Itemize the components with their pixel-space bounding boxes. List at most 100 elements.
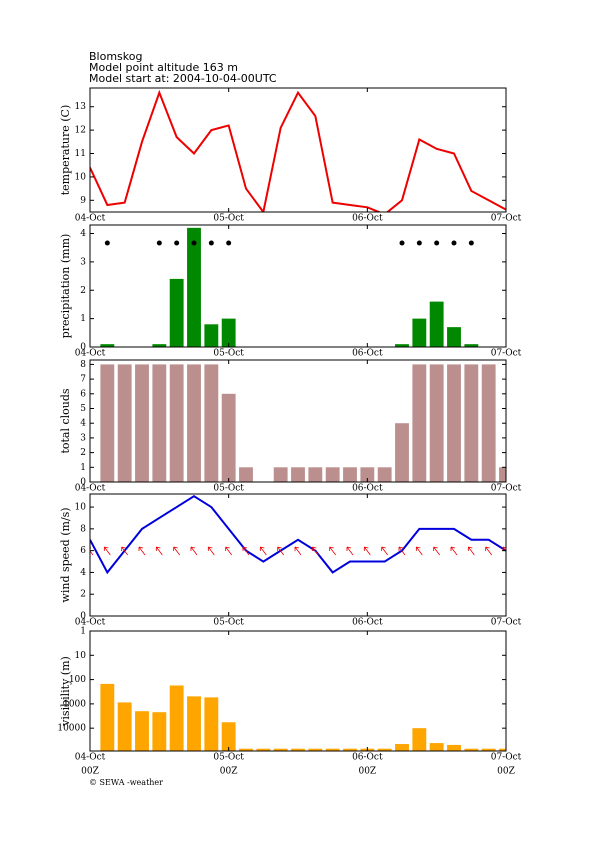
wind-arrow — [329, 546, 336, 556]
bar — [464, 748, 479, 751]
wind-arrow — [190, 546, 198, 556]
x-tick-label: 06-Oct — [352, 618, 383, 628]
wind-arrow — [207, 546, 215, 556]
bar — [152, 364, 167, 482]
y-axis-label: visibility (m) — [59, 656, 72, 727]
y-tick-label: 10 — [75, 172, 87, 182]
weather-symbol — [434, 240, 440, 246]
wind-arrow — [398, 546, 406, 556]
y-tick-label: 2 — [80, 590, 86, 600]
weather-symbol — [156, 240, 162, 246]
wind-arrow — [121, 546, 128, 556]
x-tick-sublabel: 00Z — [81, 767, 99, 777]
y-axis-label: precipitation (mm) — [59, 234, 72, 339]
y-tick-label: 4 — [80, 419, 86, 429]
plot-area — [100, 227, 479, 347]
wind-arrow — [415, 546, 423, 556]
bar — [117, 702, 132, 751]
y-tick-label: 2 — [80, 286, 86, 296]
wind-arrow — [433, 546, 440, 556]
x-tick-label: 06-Oct — [352, 484, 383, 494]
y-tick-label: 1000 — [63, 699, 86, 709]
y-tick-label: 4 — [80, 568, 86, 578]
wind-arrow — [381, 546, 388, 556]
bar — [239, 748, 253, 751]
plot-frame — [89, 630, 507, 752]
wind-arrow — [259, 546, 267, 556]
station-name: Blomskog — [89, 50, 142, 63]
wind-arrow — [225, 546, 232, 556]
bar — [429, 301, 444, 347]
x-tick-label: 04-Oct — [75, 618, 106, 628]
bar — [343, 467, 357, 482]
y-axis-label: wind speed (m/s) — [59, 507, 72, 602]
bar — [221, 393, 236, 482]
footer: © SEWA -weather — [89, 778, 163, 787]
plot-area — [100, 683, 506, 751]
plot-frame — [89, 493, 507, 617]
x-tick-label: 05-Oct — [213, 618, 244, 628]
bar — [325, 748, 340, 751]
bar — [204, 324, 219, 347]
bar — [135, 364, 149, 482]
x-tick-label: 06-Oct — [352, 349, 383, 359]
y-tick-label: 0 — [80, 612, 86, 622]
weather-symbol — [451, 240, 457, 246]
bar — [221, 318, 236, 347]
bar — [308, 467, 323, 482]
y-tick-label: 11 — [75, 149, 86, 159]
wind-arrow — [242, 546, 250, 556]
bar — [447, 364, 461, 482]
model-start: Model start at: 2004-10-04-00UTC — [89, 72, 277, 85]
y-tick-label: 0 — [80, 343, 86, 353]
bar — [187, 696, 201, 751]
y-tick-label: 3 — [80, 433, 86, 443]
bar — [204, 364, 219, 482]
plot-area — [100, 364, 506, 482]
bar — [187, 227, 201, 347]
x-tick-label: 04-Oct — [75, 753, 106, 763]
x-tick-label: 07-Oct — [491, 214, 522, 224]
weather-symbol — [399, 240, 405, 246]
bar — [291, 748, 305, 751]
weather-symbol — [208, 240, 214, 246]
x-tick-label: 04-Oct — [75, 349, 106, 359]
wind-arrow — [485, 546, 492, 556]
wind-arrow — [363, 546, 371, 556]
bar — [395, 423, 409, 482]
y-tick-label: 3 — [80, 257, 86, 267]
bar — [256, 748, 271, 751]
bar — [377, 748, 392, 751]
y-tick-label: 12 — [75, 126, 86, 136]
x-tick-label: 04-Oct — [75, 484, 106, 494]
x-tick-label: 05-Oct — [213, 484, 244, 494]
bar — [499, 748, 506, 751]
wind-arrow — [467, 546, 475, 556]
y-tick-label: 8 — [80, 524, 86, 534]
altitude: Model point altitude 163 m — [89, 61, 238, 74]
bar — [187, 364, 201, 482]
wind-arrow — [311, 546, 319, 556]
plot-frame — [89, 359, 507, 483]
y-tick-label: 2 — [80, 448, 86, 458]
wind-arrow — [155, 546, 163, 556]
weather-symbol — [468, 240, 474, 246]
bar — [360, 467, 375, 482]
plot-area — [90, 494, 506, 575]
bar — [343, 748, 357, 751]
bar — [308, 748, 323, 751]
x-tick-label: 06-Oct — [352, 753, 383, 763]
bar — [169, 685, 184, 751]
bar — [117, 364, 132, 482]
bar — [325, 467, 340, 482]
x-tick-sublabel: 00Z — [220, 767, 238, 777]
y-tick-label: 0 — [80, 478, 86, 488]
bar — [100, 344, 115, 347]
bar — [412, 318, 427, 347]
weather-symbol — [226, 240, 232, 246]
bar — [100, 683, 115, 751]
bar — [481, 748, 496, 751]
wind-arrow — [294, 546, 302, 556]
bar — [429, 743, 444, 751]
bar — [412, 728, 427, 751]
